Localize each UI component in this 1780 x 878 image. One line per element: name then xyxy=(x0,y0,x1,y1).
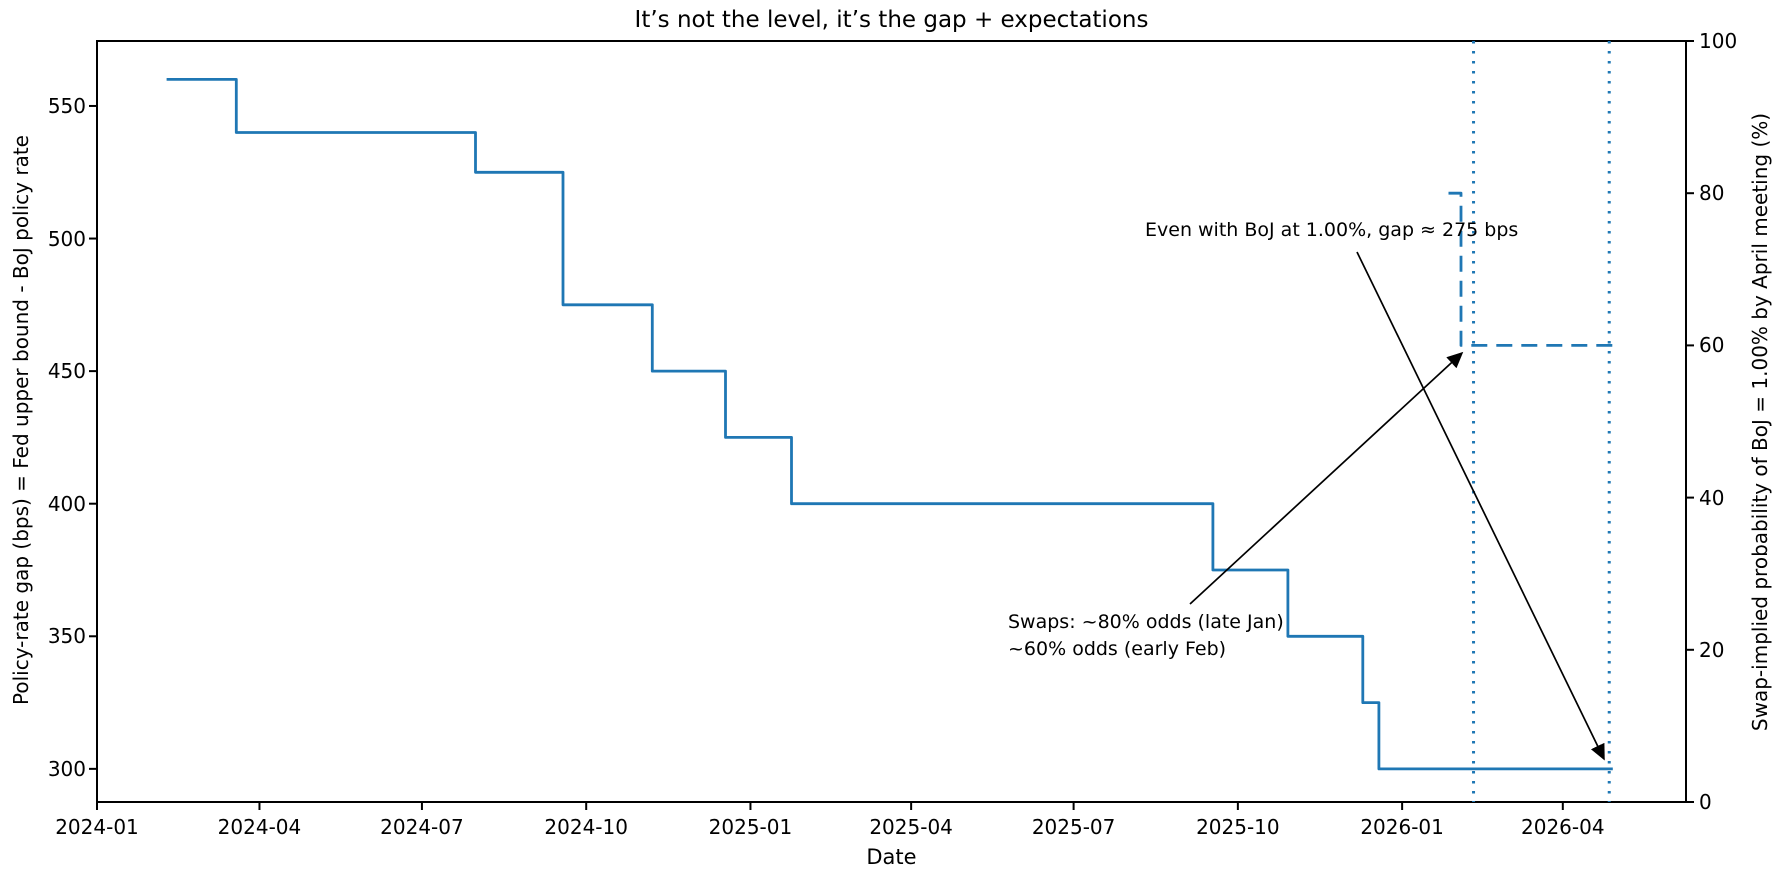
y-tick-label-right: 80 xyxy=(1699,181,1725,206)
annotation-arrow xyxy=(1356,251,1605,761)
plot-border xyxy=(96,40,1687,803)
y-tick-label-right: 100 xyxy=(1699,29,1738,53)
y-tick-label-right: 60 xyxy=(1699,333,1725,358)
annotation-swaps-line1: Swaps: ~80% odds (late Jan) xyxy=(1008,611,1284,633)
x-tick-label: 2026-04 xyxy=(1521,815,1605,839)
y-tick-label-left: 550 xyxy=(47,93,86,118)
x-tick-label: 2024-01 xyxy=(55,815,139,839)
chart-title: It’s not the level, it’s the gap + expec… xyxy=(634,7,1149,33)
y-tick-label-left: 400 xyxy=(47,491,86,516)
y-tick-label-left: 300 xyxy=(47,756,86,781)
y-axis-label-right: Swap-implied probability of BoJ = 1.00% … xyxy=(1748,112,1772,732)
y-tick-label-right: 20 xyxy=(1699,637,1725,662)
probability-dashed-line xyxy=(1448,191,1613,347)
y-axis-label-left: Policy-rate gap (bps) = Fed upper bound … xyxy=(9,135,33,705)
y-tick-label-right: 40 xyxy=(1699,485,1725,510)
x-tick-label: 2026-01 xyxy=(1360,815,1444,839)
x-tick-label: 2024-07 xyxy=(380,815,464,839)
y-tick-label-left: 350 xyxy=(47,624,86,649)
x-tick-label: 2025-10 xyxy=(1196,815,1280,839)
x-tick-label: 2025-01 xyxy=(708,815,793,839)
annotation-gap-line: Even with BoJ at 1.00%, gap ≈ 275 bps xyxy=(1145,219,1519,241)
x-tick-label: 2024-10 xyxy=(544,815,628,839)
annotation-swaps-text: Swaps: ~80% odds (late Jan) ~60% odds (e… xyxy=(1008,609,1284,663)
annotation-gap-text: Even with BoJ at 1.00%, gap ≈ 275 bps xyxy=(1145,217,1518,244)
y-tick-label-left: 500 xyxy=(47,226,86,251)
x-tick-label: 2025-04 xyxy=(869,815,953,839)
annotation-swaps-line2: ~60% odds (early Feb) xyxy=(1008,638,1227,660)
x-axis-label: Date xyxy=(866,845,917,869)
y-tick-label-left: 450 xyxy=(47,359,86,384)
annotation-arrow xyxy=(1189,351,1464,605)
y-tick-label-right: 0 xyxy=(1699,790,1712,814)
x-tick-label: 2025-07 xyxy=(1031,815,1116,839)
gap-step-line xyxy=(166,78,1613,771)
x-tick-label: 2024-04 xyxy=(217,815,302,839)
